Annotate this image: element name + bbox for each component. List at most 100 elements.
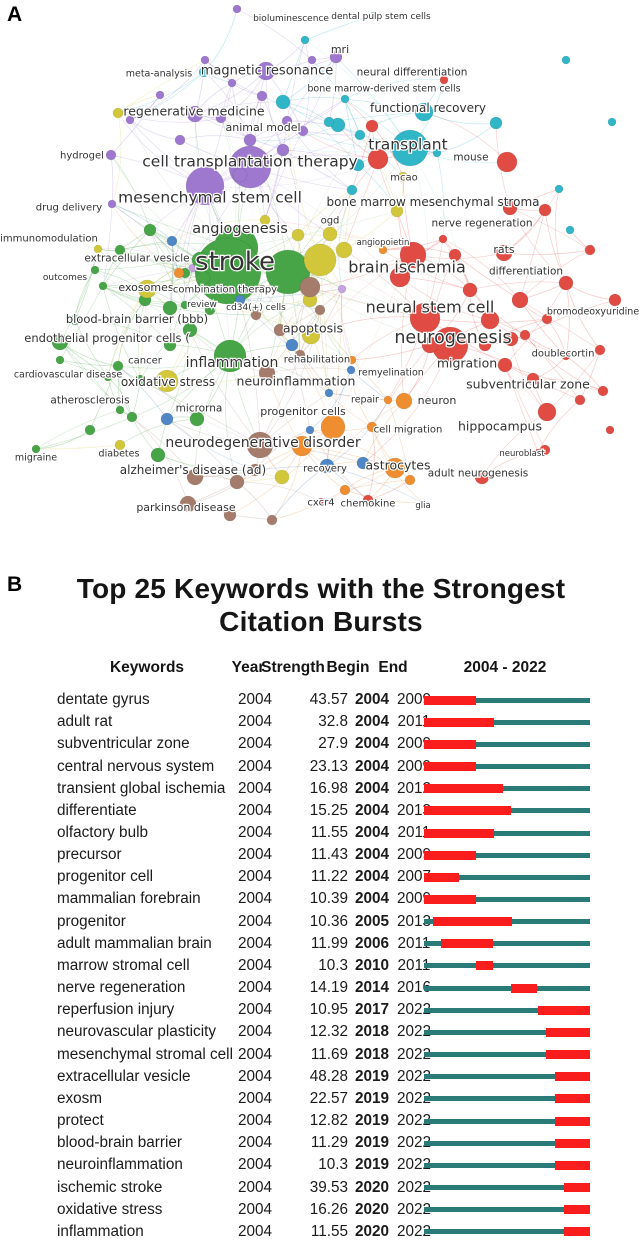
- year-cell: 2004: [237, 1178, 273, 1196]
- burst-table-row: neurovascular plasticity 2004 12.32 2018 202…: [0, 1021, 642, 1043]
- network-edge: [149, 229, 186, 306]
- network-edge: [309, 429, 369, 501]
- network-edge: [537, 399, 581, 453]
- network-node: [213, 339, 247, 373]
- strength-cell: 11.69: [310, 1045, 348, 1063]
- year-cell: 2004: [237, 757, 273, 775]
- network-node: [90, 265, 100, 275]
- network-edge: [350, 369, 373, 428]
- end-cell: 2022: [396, 1178, 432, 1196]
- burst-bar: [424, 1088, 590, 1110]
- year-cell: 2004: [237, 890, 273, 908]
- network-edge: [74, 248, 99, 321]
- network-node-label: extracellular vesicle: [84, 253, 189, 265]
- network-edge: [519, 209, 546, 301]
- network-node: [198, 66, 210, 78]
- burst-bar: [424, 999, 590, 1021]
- network-edge: [129, 71, 205, 121]
- network-edge: [282, 101, 359, 166]
- network-node: [480, 310, 500, 330]
- network-edge: [59, 359, 119, 367]
- network-node: [365, 119, 379, 133]
- network-node-label: immunomodulation: [0, 234, 98, 245]
- network-node: [189, 411, 205, 427]
- burst-bar: [424, 844, 590, 866]
- burst-table-header: Keywords Year Strength Begin End 2004 - …: [0, 659, 642, 681]
- network-edge: [309, 369, 352, 431]
- end-cell: 2022: [396, 1134, 432, 1152]
- strength-cell: 16.26: [309, 1200, 348, 1218]
- network-node-label: transplant: [368, 135, 447, 153]
- network-edge: [111, 112, 122, 205]
- network-node: [258, 364, 276, 382]
- end-cell: 2022: [396, 1001, 432, 1019]
- end-cell: 2009: [396, 757, 432, 775]
- network-edge: [97, 248, 186, 306]
- network-edge: [139, 379, 261, 446]
- strength-cell: 11.29: [310, 1134, 348, 1152]
- network-node: [395, 392, 413, 410]
- network-node-label: hydrogel: [60, 151, 104, 162]
- network-node-label: rehabilitation: [284, 355, 350, 366]
- network-edge: [279, 329, 311, 431]
- year-cell: 2004: [237, 713, 273, 731]
- network-node: [163, 338, 177, 352]
- strength-cell: 22.57: [309, 1089, 348, 1107]
- burst-table-row: precursor 2004 11.43 2004 2009: [0, 844, 642, 866]
- network-edge: [189, 329, 261, 446]
- year-cell: 2004: [237, 1001, 273, 1019]
- burst-bar-baseline: [424, 941, 590, 947]
- network-node: [389, 266, 411, 288]
- end-cell: 2011: [397, 713, 431, 731]
- network-node-label: neurogenesis: [394, 328, 511, 348]
- network-node: [84, 424, 96, 436]
- strength-cell: 27.9: [318, 735, 348, 753]
- network-edge: [239, 288, 343, 301]
- network-node: [462, 282, 478, 298]
- year-cell: 2004: [237, 979, 273, 997]
- burst-bar: [424, 778, 590, 800]
- network-edge: [94, 269, 171, 309]
- network-edge: [261, 288, 301, 356]
- keyword-cell: oxidative stress: [57, 1200, 163, 1218]
- burst-table-row: ischemic stroke 2004 39.53 2020 2022: [0, 1176, 642, 1198]
- network-node: [125, 115, 135, 125]
- network-node-label: neural differentiation: [357, 67, 468, 79]
- begin-cell: 2017: [354, 1001, 390, 1019]
- begin-cell: 2004: [354, 713, 390, 731]
- network-node: [519, 329, 531, 341]
- burst-bar-baseline: [424, 1096, 590, 1102]
- network-node-label: angiopoietin: [357, 238, 410, 248]
- network-node: [478, 338, 492, 352]
- network-node-label: recovery: [303, 464, 347, 475]
- network-node: [409, 302, 441, 334]
- burst-table-row: central nervous system 2004 23.13 2004 2009: [0, 755, 642, 777]
- network-edge: [351, 125, 373, 191]
- network-edge: [59, 285, 104, 361]
- keyword-cell: blood-brain barrier: [57, 1134, 182, 1152]
- burst-bar: [424, 1176, 590, 1198]
- network-node-label: magnetic resonance: [201, 64, 333, 79]
- begin-cell: 2004: [354, 779, 390, 797]
- network-edge: [271, 489, 346, 521]
- network-node: [561, 351, 571, 361]
- strength-cell: 10.36: [309, 912, 348, 930]
- burst-table-row: subventricular zone 2004 27.9 2004 2009: [0, 733, 642, 755]
- end-cell: 2016: [396, 979, 432, 997]
- network-edge: [509, 207, 591, 251]
- network-edge: [94, 269, 231, 357]
- network-edge: [371, 125, 398, 212]
- network-edge: [282, 96, 346, 103]
- network-node: [347, 355, 357, 365]
- keyword-cell: subventricular zone: [57, 735, 190, 753]
- network-node: [51, 333, 69, 351]
- burst-table-title-line2: Citation Bursts: [219, 606, 423, 637]
- burst-table-row: transient global ischemia 2004 16.98 2004 20…: [0, 778, 642, 800]
- network-edge: [209, 309, 312, 336]
- network-node: [232, 167, 248, 183]
- network-node: [31, 444, 41, 454]
- network-edge: [371, 426, 411, 481]
- network-edge: [169, 240, 173, 346]
- end-cell: 2013: [396, 912, 432, 930]
- network-edge: [409, 147, 429, 319]
